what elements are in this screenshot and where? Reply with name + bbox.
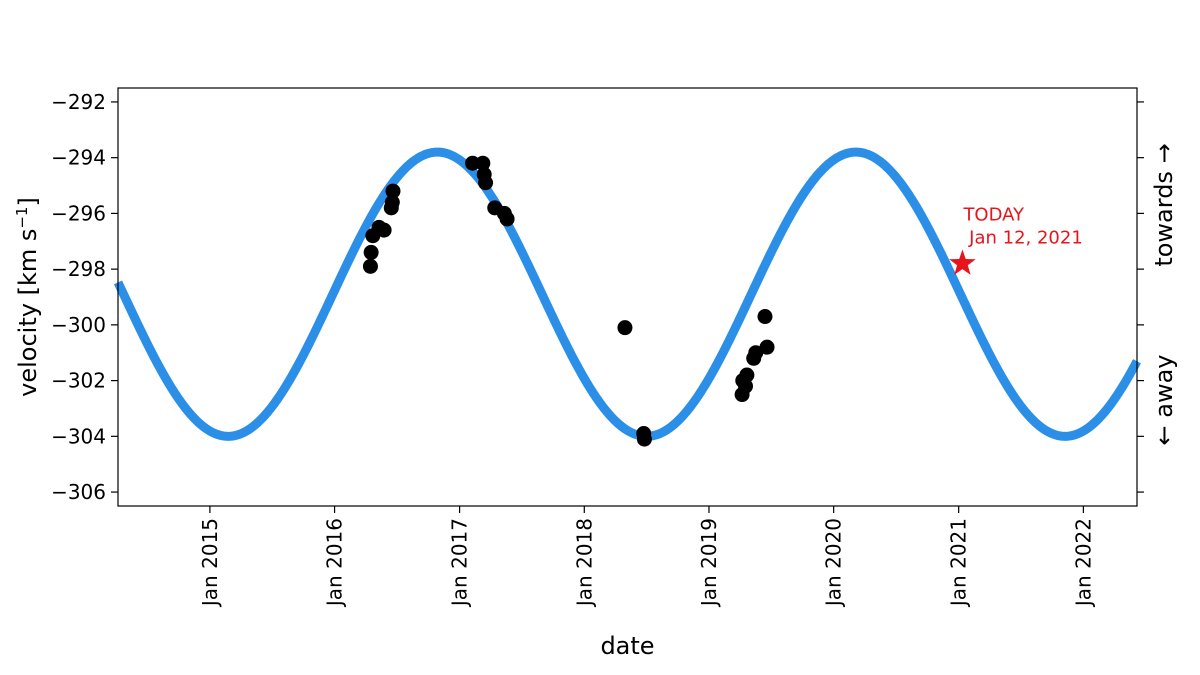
axis-ticks-layer: −292 −294 −296 −298 −300 −302 −304 −306 Jan 2015… bbox=[51, 90, 1144, 608]
observation-point bbox=[617, 320, 633, 336]
x-tick-label: Jan 2017 bbox=[448, 518, 472, 608]
y-tick-label: −298 bbox=[51, 257, 106, 281]
observation-point bbox=[478, 175, 494, 191]
y-tick-label: −302 bbox=[51, 369, 106, 393]
right-axis-towards-label: towards → bbox=[1150, 143, 1178, 266]
y-tick-label: −294 bbox=[51, 146, 106, 170]
model-curve-layer bbox=[113, 147, 1141, 441]
y-axis-title-exponent: −1 bbox=[13, 207, 31, 229]
x-axis-title: date bbox=[600, 632, 654, 660]
right-axis-away-label: ← away bbox=[1150, 355, 1178, 446]
observation-point bbox=[739, 367, 755, 383]
x-tick-label: Jan 2016 bbox=[323, 518, 347, 608]
y-tick-label: −296 bbox=[51, 201, 106, 225]
observation-point bbox=[362, 258, 378, 274]
x-tick-label: Jan 2022 bbox=[1071, 518, 1095, 608]
today-label: TODAY bbox=[962, 205, 1025, 226]
x-tick-label: Jan 2021 bbox=[947, 518, 971, 608]
y-axis-title: velocity [km s−1] bbox=[13, 197, 42, 397]
plot-frame bbox=[117, 87, 1138, 507]
y-tick-label: −300 bbox=[51, 313, 106, 337]
observation-point bbox=[363, 244, 379, 260]
y-tick-label: −292 bbox=[51, 90, 106, 114]
x-tick-label: Jan 2020 bbox=[822, 518, 846, 608]
observation-point bbox=[376, 222, 392, 238]
y-tick-label: −304 bbox=[51, 424, 106, 448]
observation-point bbox=[499, 211, 515, 227]
observation-points-layer bbox=[362, 155, 775, 447]
x-tick-label: Jan 2015 bbox=[198, 518, 222, 608]
y-tick-label: −306 bbox=[51, 480, 106, 504]
x-tick-label: Jan 2018 bbox=[572, 518, 596, 608]
y-axis-title-close: ] bbox=[14, 197, 42, 206]
model-curve-line bbox=[113, 147, 1141, 441]
observation-point bbox=[738, 378, 754, 394]
observation-point bbox=[748, 345, 764, 361]
observation-point bbox=[759, 339, 775, 355]
observation-point bbox=[465, 155, 481, 171]
x-tick-label: Jan 2019 bbox=[697, 518, 721, 608]
observation-point bbox=[384, 194, 400, 210]
observation-point bbox=[757, 309, 773, 325]
today-date-label: Jan 12, 2021 bbox=[963, 228, 1082, 249]
observation-point bbox=[385, 183, 401, 199]
today-marker-layer: TODAY Jan 12, 2021 bbox=[949, 205, 1083, 275]
y-axis-title-main: velocity [km s bbox=[14, 229, 42, 397]
today-star-marker bbox=[949, 249, 976, 275]
observation-point bbox=[475, 155, 491, 171]
observation-point bbox=[636, 431, 652, 447]
